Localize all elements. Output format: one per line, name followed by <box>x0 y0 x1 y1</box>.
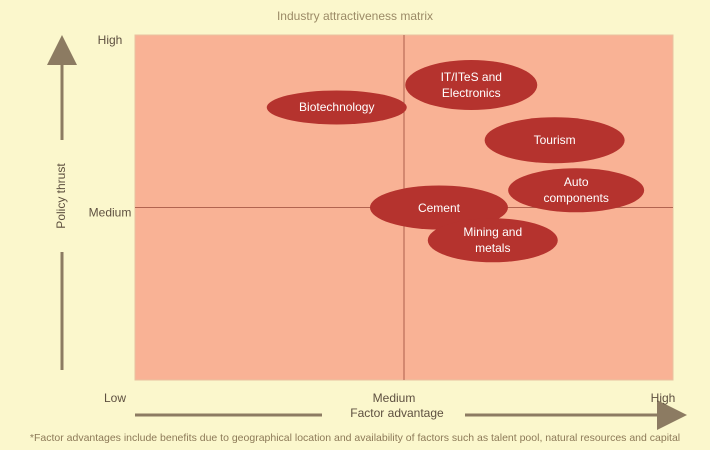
point <box>427 218 558 263</box>
point <box>405 60 538 111</box>
x-axis-label: Factor advantage <box>350 406 444 420</box>
footnote: *Factor advantages include benefits due … <box>30 432 680 444</box>
y-axis-label: Policy thrust <box>54 163 68 229</box>
x-tick-label: Medium <box>373 391 416 405</box>
point <box>484 117 625 164</box>
point <box>508 168 645 213</box>
x-tick-label: High <box>651 391 676 405</box>
y-tick-label: Medium <box>89 206 132 220</box>
point <box>369 185 508 230</box>
y-tick-label: High <box>98 33 123 47</box>
chart-title: Industry attractiveness matrix <box>277 9 433 23</box>
x-tick-label: Low <box>104 391 126 405</box>
point <box>266 90 407 125</box>
